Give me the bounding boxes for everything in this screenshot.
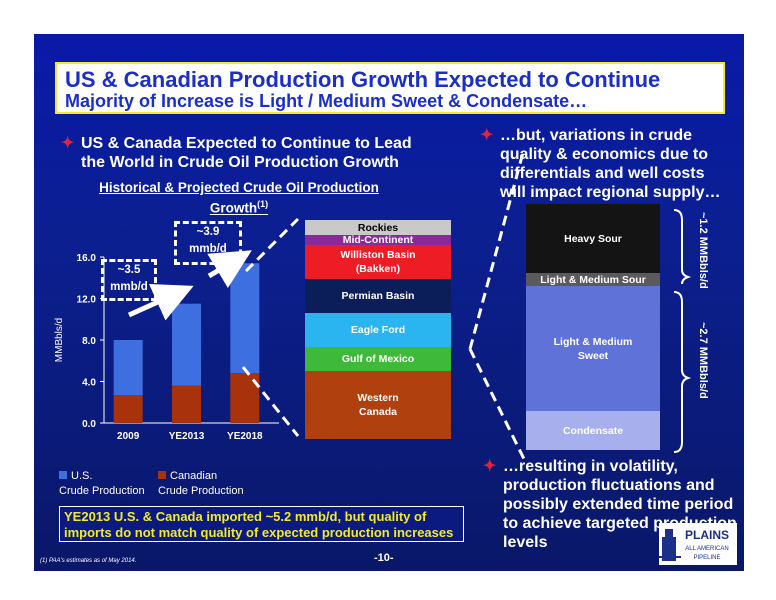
y-tick-label: 12.0 (77, 295, 97, 306)
quality-stack: Heavy Sour Light & Medium Sour Light & M… (526, 204, 660, 450)
title-box: US & Canadian Production Growth Expected… (55, 62, 725, 114)
red-star-bullet-icon: ✦ (483, 458, 497, 475)
red-star-bullet-icon: ✦ (61, 135, 75, 152)
right-bullet-top: ✦ …but, variations in crude quality & ec… (480, 126, 721, 202)
basin-mid-continent: Mid-Continent (305, 234, 451, 246)
chart-title-line2: Growth (209, 200, 258, 216)
callout-3-5: ~3.5 mmb/d (101, 259, 157, 301)
left-bullet-line2: the World in Crude Oil Production Growth (81, 154, 399, 171)
legend-canadian-line2: Crude Production (158, 485, 244, 497)
footnote: (1) PAA's estimates as of May 2014. (40, 558, 137, 564)
callout-3-9-value: ~3.9 (196, 226, 220, 238)
import-note-line2: imports do not match quality of expected… (64, 525, 454, 540)
legend-us-swatch (59, 471, 67, 479)
slide-subtitle: Majority of Increase is Light / Medium S… (65, 91, 588, 111)
brace-lower (673, 291, 692, 453)
brace-label-lower: ~2.7 MMBbls/d (697, 322, 709, 399)
dashed-connector-right-bottom (468, 348, 526, 460)
right-bullet-bottom-line2: production fluctuations and (503, 477, 715, 494)
legend-us: U.S. Crude Production (59, 469, 145, 499)
bar-canadian-2009 (113, 394, 143, 423)
y-tick-label: 0.0 (82, 419, 96, 430)
x-tick-label: YE2013 (169, 431, 205, 442)
dashed-connector-top (244, 217, 300, 273)
red-star-bullet-icon: ✦ (480, 127, 494, 144)
slide-title: US & Canadian Production Growth Expected… (65, 67, 661, 92)
dashed-connector-right-top (468, 148, 526, 350)
quality-light-medium-sour: Light & Medium Sour (526, 273, 660, 286)
logo-line3: PIPELINE (693, 555, 720, 561)
basin-williston: Williston Basin (Bakken) (305, 245, 451, 279)
basin-eagle-ford: Eagle Ford (305, 313, 451, 347)
slide: US & Canadian Production Growth Expected… (34, 34, 744, 571)
x-tick-label: 2009 (117, 431, 140, 442)
callout-3-5-unit: mmb/d (110, 281, 148, 293)
y-axis-label: MMBbls/d (54, 318, 65, 362)
right-bullet-top-line1: …but, variations in crude (500, 127, 693, 144)
growth-arrow-1 (127, 284, 194, 321)
y-tick-label: 16.0 (77, 253, 97, 264)
logo-name: PLAINS (685, 528, 729, 542)
chart-title-footnote-ref: (1) (257, 199, 269, 209)
bar-canadian-ye2013 (172, 385, 201, 423)
y-tick-label: 4.0 (82, 378, 96, 389)
chart-title-line1: Historical & Projected Crude Oil Product… (99, 180, 379, 195)
left-bullet-line1: US & Canada Expected to Continue to Lead (81, 135, 412, 152)
brace-upper (673, 209, 692, 285)
right-bullet-bottom-line1: …resulting in volatility, (503, 458, 678, 475)
legend-canadian-line1: Canadian (170, 470, 218, 482)
logo-line2: ALL AMERICAN (685, 546, 728, 552)
basin-western-canada: Western Canada (305, 371, 451, 439)
import-note: YE2013 U.S. & Canada imported ~5.2 mmb/d… (64, 509, 453, 541)
plains-logo-mark: PLAINS ALL AMERICAN PIPELINE (659, 528, 729, 561)
basin-gulf-of-mexico: Gulf of Mexico (305, 347, 451, 371)
right-bullet-bottom-line3: possibly extended time period (503, 496, 734, 513)
connector-overlay (127, 148, 692, 460)
right-bullet-top-line4: will impact regional supply… (500, 184, 721, 201)
page-number: -10- (374, 552, 394, 564)
growth-arrow-2 (207, 250, 252, 289)
quality-condensate: Condensate (526, 411, 660, 450)
basin-stack: Rockies Mid-Continent Williston Basin (Ba… (305, 220, 451, 439)
y-tick-label: 8.0 (82, 336, 96, 347)
import-note-box: YE2013 U.S. & Canada imported ~5.2 mmb/d… (59, 506, 464, 542)
import-note-line1: YE2013 U.S. & Canada imported ~5.2 mmb/d… (64, 509, 427, 524)
legend-canadian-swatch (158, 471, 166, 479)
dashed-connector-bottom (241, 366, 300, 437)
legend-us-line1: U.S. (71, 470, 93, 482)
chart-title: Historical & Projected Crude Oil Product… (79, 179, 399, 217)
production-bar-chart: 0.0 4.0 8.0 12.0 16.0 MMBbls/d 2009 YE2013 YE201… (54, 253, 279, 442)
right-bullet-bottom-line5: levels (503, 534, 548, 551)
legend-canadian: Canadian Crude Production (158, 469, 244, 499)
bar-us-2009 (113, 340, 143, 395)
callout-3-5-value: ~3.5 (117, 264, 141, 276)
x-tick-label: YE2018 (227, 431, 263, 442)
quality-heavy-sour: Heavy Sour (526, 204, 660, 273)
basin-permian: Permian Basin (305, 279, 451, 313)
left-bullet: ✦ US & Canada Expected to Continue to Le… (61, 134, 412, 172)
right-bullet-top-line3: differentials and well costs (500, 165, 705, 182)
quality-light-medium-sweet: Light & Medium Sweet (526, 286, 660, 411)
right-bullet-top-line2: quality & economics due to (500, 146, 709, 163)
brace-label-upper: ~1.2 MMBbls/d (697, 212, 709, 289)
plains-logo: PLAINS ALL AMERICAN PIPELINE (659, 523, 737, 565)
basin-rockies: Rockies (305, 220, 451, 235)
legend-us-line2: Crude Production (59, 485, 145, 497)
